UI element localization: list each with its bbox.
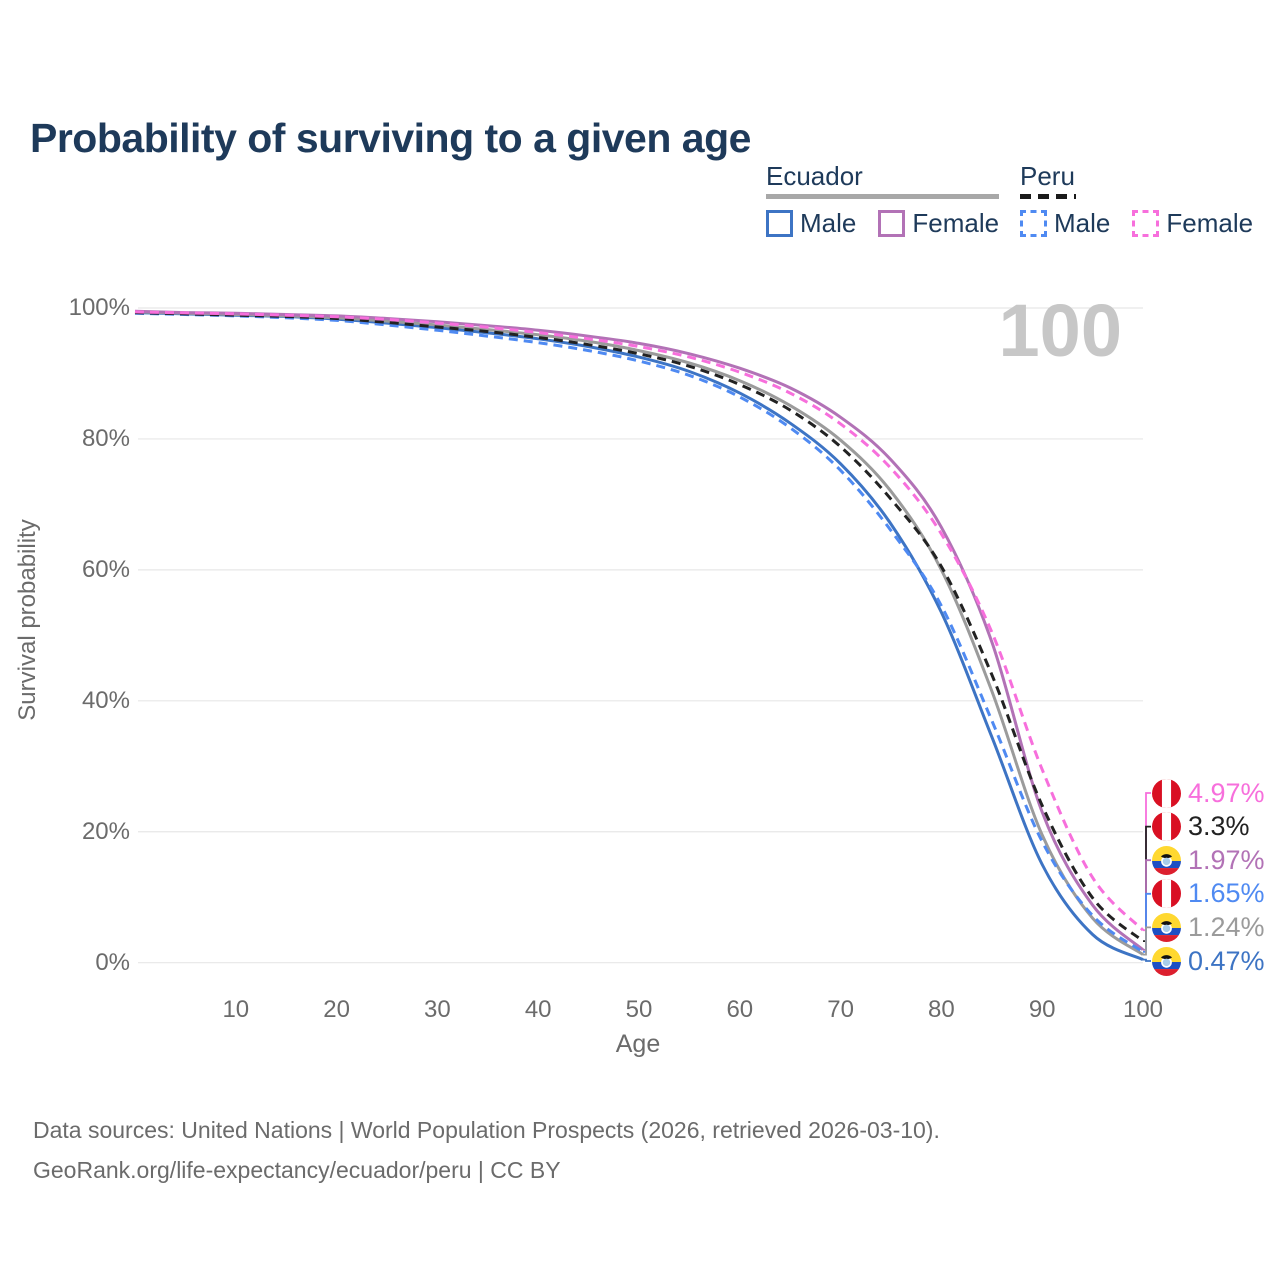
x-tick-label: 70 [827, 996, 854, 1023]
attribution-line: GeoRank.org/life-expectancy/ecuador/peru… [33, 1157, 561, 1183]
ecuador-female-swatch-icon [878, 210, 906, 237]
legend-item-peru-male[interactable]: Male [1020, 208, 1110, 239]
legend-item-label: Female [912, 208, 1000, 238]
curve-ecuador-combined [134, 310, 1144, 956]
legend-item-label: Male [800, 208, 857, 238]
y-tick-label: 0% [95, 948, 130, 976]
y-tick-label: 40% [81, 686, 130, 714]
y-tick-label: 100% [68, 294, 130, 321]
legend-item-label: Female [1166, 208, 1254, 238]
x-tick-label: 40 [524, 996, 552, 1023]
y-axis-title: Survival probability [14, 519, 41, 721]
legend-ecuador-line-sample [766, 194, 1000, 199]
legend-item-ecuador-female[interactable]: Female [878, 208, 999, 239]
peru-flag-icon [1152, 778, 1181, 808]
x-tick-label: 80 [928, 996, 955, 1023]
x-tick-label: 30 [424, 996, 451, 1023]
age-watermark: 100 [998, 289, 1122, 372]
legend-group-peru: Peru Male Female [1020, 162, 1253, 239]
data-sources-line: Data sources: United Nations | World Pop… [33, 1117, 940, 1143]
peru-flag-icon [1152, 879, 1181, 909]
end-label-ecuador-combined: 1.24% [1152, 910, 1265, 944]
peru-flag-icon [1152, 812, 1181, 842]
end-label-peru-combined: 3.3% [1152, 810, 1250, 844]
curve-peru-combined [134, 311, 1144, 943]
end-label-connector [1143, 825, 1151, 942]
curve-peru-male [134, 311, 1144, 954]
x-tick-label: 50 [625, 996, 653, 1023]
x-tick-label: 90 [1028, 996, 1056, 1023]
curve-peru-female [134, 310, 1145, 932]
end-label-value: 1.97% [1188, 844, 1265, 875]
curve-ecuador-male [134, 311, 1144, 961]
ecuador-flag-icon [1152, 946, 1181, 976]
ecuador-flag-icon [1152, 845, 1181, 875]
legend-item-label: Male [1054, 208, 1111, 238]
legend-item-peru-female[interactable]: Female [1132, 208, 1253, 239]
x-axis-title: Age [615, 1030, 661, 1058]
footer-note: Data sources: United Nations | World Pop… [33, 1110, 940, 1190]
x-tick-label: 60 [726, 996, 754, 1023]
x-tick-label: 20 [323, 996, 350, 1023]
x-tick-label: 100 [1122, 996, 1164, 1023]
end-label-value: 1.24% [1188, 911, 1265, 942]
end-label-value: 3.3% [1188, 811, 1250, 842]
end-label-connector [1143, 792, 1151, 932]
end-label-ecuador-female: 1.97% [1152, 843, 1265, 877]
peru-male-swatch-icon [1020, 210, 1047, 237]
end-label-value: 1.65% [1188, 878, 1265, 909]
end-label-peru-male: 1.65% [1152, 877, 1265, 911]
page-title: Probability of surviving to a given age [30, 115, 751, 162]
end-label-connector [1143, 859, 1151, 951]
end-label-value: 0.47% [1188, 945, 1265, 976]
end-label-value: 4.97% [1188, 777, 1265, 808]
legend-peru-line-sample [1020, 194, 1076, 199]
end-label-peru-female: 4.97% [1152, 776, 1265, 810]
end-label-connector [1143, 958, 1151, 962]
end-label-connector [1143, 926, 1151, 956]
ecuador-flag-icon [1152, 912, 1181, 942]
legend-group-ecuador: Ecuador Male Female [766, 161, 1000, 239]
end-label-connector [1143, 892, 1151, 953]
legend-group-title-peru: Peru [1020, 161, 1075, 191]
y-tick-label: 20% [81, 817, 130, 845]
ecuador-male-swatch-icon [766, 210, 793, 237]
x-tick-label: 10 [222, 996, 250, 1023]
y-tick-label: 60% [81, 555, 130, 583]
legend-item-ecuador-male[interactable]: Male [766, 208, 856, 239]
peru-female-swatch-icon [1132, 210, 1160, 237]
legend-group-title-ecuador: Ecuador [766, 161, 863, 191]
end-label-ecuador-male: 0.47% [1152, 944, 1265, 978]
y-tick-label: 80% [81, 424, 130, 452]
